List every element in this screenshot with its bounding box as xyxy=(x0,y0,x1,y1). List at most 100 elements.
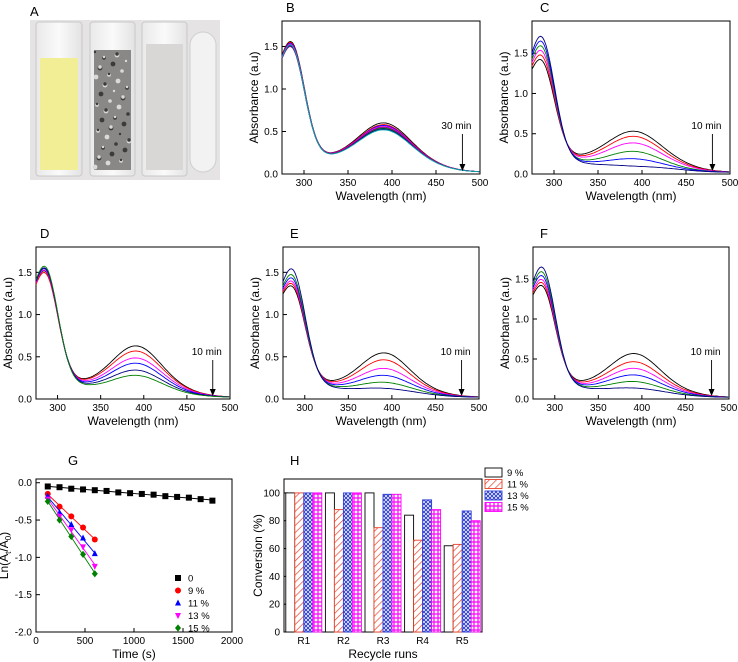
speckle xyxy=(119,158,123,162)
x-axis-label: Time (s) xyxy=(112,647,156,661)
arrow-head xyxy=(209,389,216,396)
bar-r4-s2 xyxy=(413,539,424,633)
legend-label: 13 % xyxy=(188,611,210,622)
x-tick-label: 450 xyxy=(678,178,695,189)
data-point xyxy=(138,490,145,497)
cuvette-yellow-liquid xyxy=(40,58,78,170)
panel-h: H 0 20 40 60 80 100 Recycle runs Conversion (%) R… xyxy=(251,453,529,661)
data-point xyxy=(56,503,63,510)
data-point xyxy=(68,485,75,492)
series-line-1 xyxy=(35,270,230,398)
bar-r2-s2 xyxy=(333,509,344,633)
series-4: 13 % xyxy=(44,496,210,622)
x-tick-label: 0 xyxy=(33,636,39,647)
y-axis-label: Ln(At/A0) xyxy=(0,532,13,579)
speckle xyxy=(122,147,128,153)
legend-marker xyxy=(175,599,181,606)
speckle xyxy=(127,138,131,142)
y-axis-label: Absorbance (a.u) xyxy=(247,51,261,143)
legend-label: 15 % xyxy=(507,503,529,514)
speckle xyxy=(98,65,102,69)
x-axis-label: Wavelength (nm) xyxy=(336,414,427,428)
x-tick-label: 300 xyxy=(49,403,66,414)
y-tick-label: 20 xyxy=(269,600,281,611)
bar-r3-s1 xyxy=(364,492,375,633)
x-axis-label: Wavelength (nm) xyxy=(586,189,677,203)
panel-letter-f: F xyxy=(540,226,548,241)
data-point xyxy=(56,516,63,524)
panel-letter-d: D xyxy=(40,226,49,241)
speckle xyxy=(105,160,111,166)
panel-e: E 300 350 400 450 500 0.0 0.5 1.0 1.5 Wavelength (… xyxy=(248,226,488,428)
series-line-6 xyxy=(531,35,730,173)
y-axis-label: Absorbance (a.u) xyxy=(498,277,512,369)
y-tick-label: 1.0 xyxy=(18,310,32,321)
legend-marker xyxy=(175,613,181,619)
bar-r5-s1 xyxy=(443,545,454,633)
data-point xyxy=(44,483,51,490)
x-tick-label: 450 xyxy=(428,178,445,189)
y-tick-label: -1.5 xyxy=(15,590,33,601)
x-tick-label: 500 xyxy=(77,636,94,647)
x-tick-label: 450 xyxy=(179,403,196,414)
x-tick-label: 300 xyxy=(296,178,313,189)
speckle xyxy=(109,151,115,157)
y-tick-label: 0.0 xyxy=(515,395,529,406)
series-line-6 xyxy=(35,265,230,398)
bar-r5-s2 xyxy=(452,543,463,633)
x-axis-label: Wavelength (nm) xyxy=(586,414,677,428)
x-tick-label: 1000 xyxy=(123,636,146,647)
bar-r3-s4 xyxy=(391,493,402,633)
x-tick-label: 500 xyxy=(472,178,489,189)
y-tick-label: 1.0 xyxy=(515,315,529,326)
legend-label: 11 % xyxy=(507,480,529,491)
bar-r2-s1 xyxy=(324,492,335,633)
series-3: 11 % xyxy=(44,492,210,610)
series-line-4 xyxy=(532,275,729,398)
speckle xyxy=(107,72,111,76)
series-line-4 xyxy=(35,268,230,398)
bar-r1-s2 xyxy=(294,492,305,633)
series-line-4 xyxy=(531,45,730,173)
plot-frame xyxy=(531,20,731,175)
arrow-head xyxy=(708,389,715,396)
speckle xyxy=(121,121,127,127)
panel-b: B 300 350 400 450 500 0.0 0.5 1.0 1.5 Wavelength (… xyxy=(247,0,489,203)
series-line-1 xyxy=(282,285,479,398)
plot-frame xyxy=(281,20,481,175)
bar-r5-s3 xyxy=(461,510,472,633)
data-point xyxy=(44,497,51,505)
speckle xyxy=(104,108,108,112)
speckle xyxy=(110,61,116,67)
data-point xyxy=(197,496,204,503)
series-2: 9 % xyxy=(44,490,205,597)
x-tick-label: R2 xyxy=(337,636,350,647)
y-tick-label: 1.5 xyxy=(515,275,529,286)
data-point xyxy=(80,544,87,551)
bar-r4-s1 xyxy=(404,514,415,633)
x-tick-label: 400 xyxy=(135,403,152,414)
data-point xyxy=(80,550,87,558)
speckle xyxy=(126,112,130,116)
series-line-4 xyxy=(281,43,480,173)
speckle xyxy=(93,74,99,80)
legend-marker xyxy=(175,587,181,594)
y-axis-label: Absorbance (a.u) xyxy=(1,277,15,369)
plot-frame xyxy=(282,246,480,400)
speckle xyxy=(101,145,105,149)
data-point xyxy=(91,487,98,494)
y-tick-label: 1.5 xyxy=(514,49,528,60)
data-point xyxy=(209,497,216,504)
y-tick-label: 1.5 xyxy=(264,42,278,53)
x-tick-label: 500 xyxy=(471,403,488,414)
x-tick-label: 300 xyxy=(546,178,563,189)
legend-swatch xyxy=(484,467,503,478)
legend-label: 11 % xyxy=(188,599,210,610)
series-line-8 xyxy=(281,44,480,173)
series-line-1 xyxy=(532,285,729,398)
series-line-3 xyxy=(531,49,730,173)
speckle xyxy=(120,69,124,73)
series-line-3 xyxy=(281,42,480,173)
panel-d: D 300 350 400 450 500 0.0 0.5 1.0 1.5 Wavelength (… xyxy=(1,226,239,428)
